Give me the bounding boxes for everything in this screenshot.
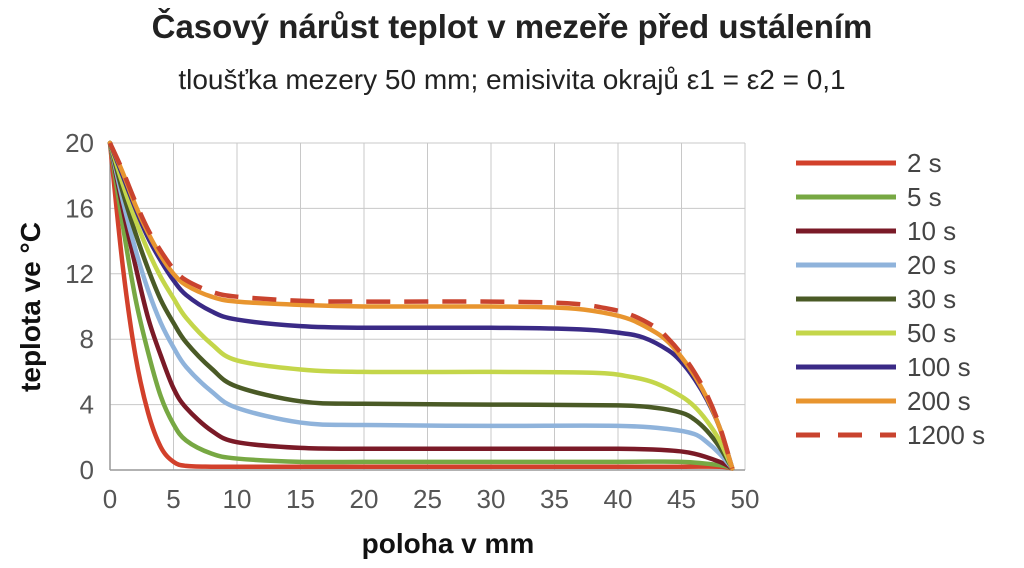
x-tick-label: 25 [413,484,442,514]
legend-label-7: 100 s [907,352,971,382]
series-line-3 [107,140,735,471]
legend-label-8: 200 s [907,386,971,416]
series-line-8 [107,140,735,471]
legend-label-3: 10 s [907,216,956,246]
series-line-1 [107,140,735,471]
y-tick-label: 12 [65,259,94,289]
x-tick-label: 40 [604,484,633,514]
legend-label-6: 50 s [907,318,956,348]
x-tick-label: 20 [350,484,379,514]
y-tick-label: 16 [65,193,94,223]
legend: 2 s 5 s 10 s 20 s 30 s 50 s 100 s 200 s 1200 s [796,148,985,450]
x-tick-label: 45 [667,484,696,514]
legend-label-2: 5 s [907,182,942,212]
y-tick-label: 20 [65,128,94,158]
series-line-2 [107,140,735,471]
x-axis-title: poloha v mm [362,528,535,559]
legend-label-4: 20 s [907,250,956,280]
y-tick-label: 8 [80,324,94,354]
y-axis-title: teplota ve °C [15,222,46,392]
chart-subtitle: tloušťka mezery 50 mm; emisivita okrajů … [178,64,846,95]
legend-label-1: 2 s [907,148,942,178]
x-tick-label: 30 [477,484,506,514]
x-tick-label: 15 [286,484,315,514]
x-tick-label: 50 [731,484,760,514]
chart-title: Časový nárůst teplot v mezeře před ustál… [151,8,873,45]
series-lines [107,140,735,471]
x-tick-label: 5 [166,484,180,514]
tick-labels: 0 5 10 15 20 25 30 35 40 45 50 0 4 8 12 16 20 [65,128,759,514]
x-tick-label: 10 [223,484,252,514]
y-tick-label: 4 [80,390,94,420]
x-tick-label: 0 [103,484,117,514]
legend-label-9: 1200 s [907,420,985,450]
series-line-6 [107,140,735,471]
series-line-4 [107,140,735,471]
legend-label-5: 30 s [907,284,956,314]
x-tick-label: 35 [540,484,569,514]
y-tick-label: 0 [80,455,94,485]
series-line-5 [107,140,735,471]
